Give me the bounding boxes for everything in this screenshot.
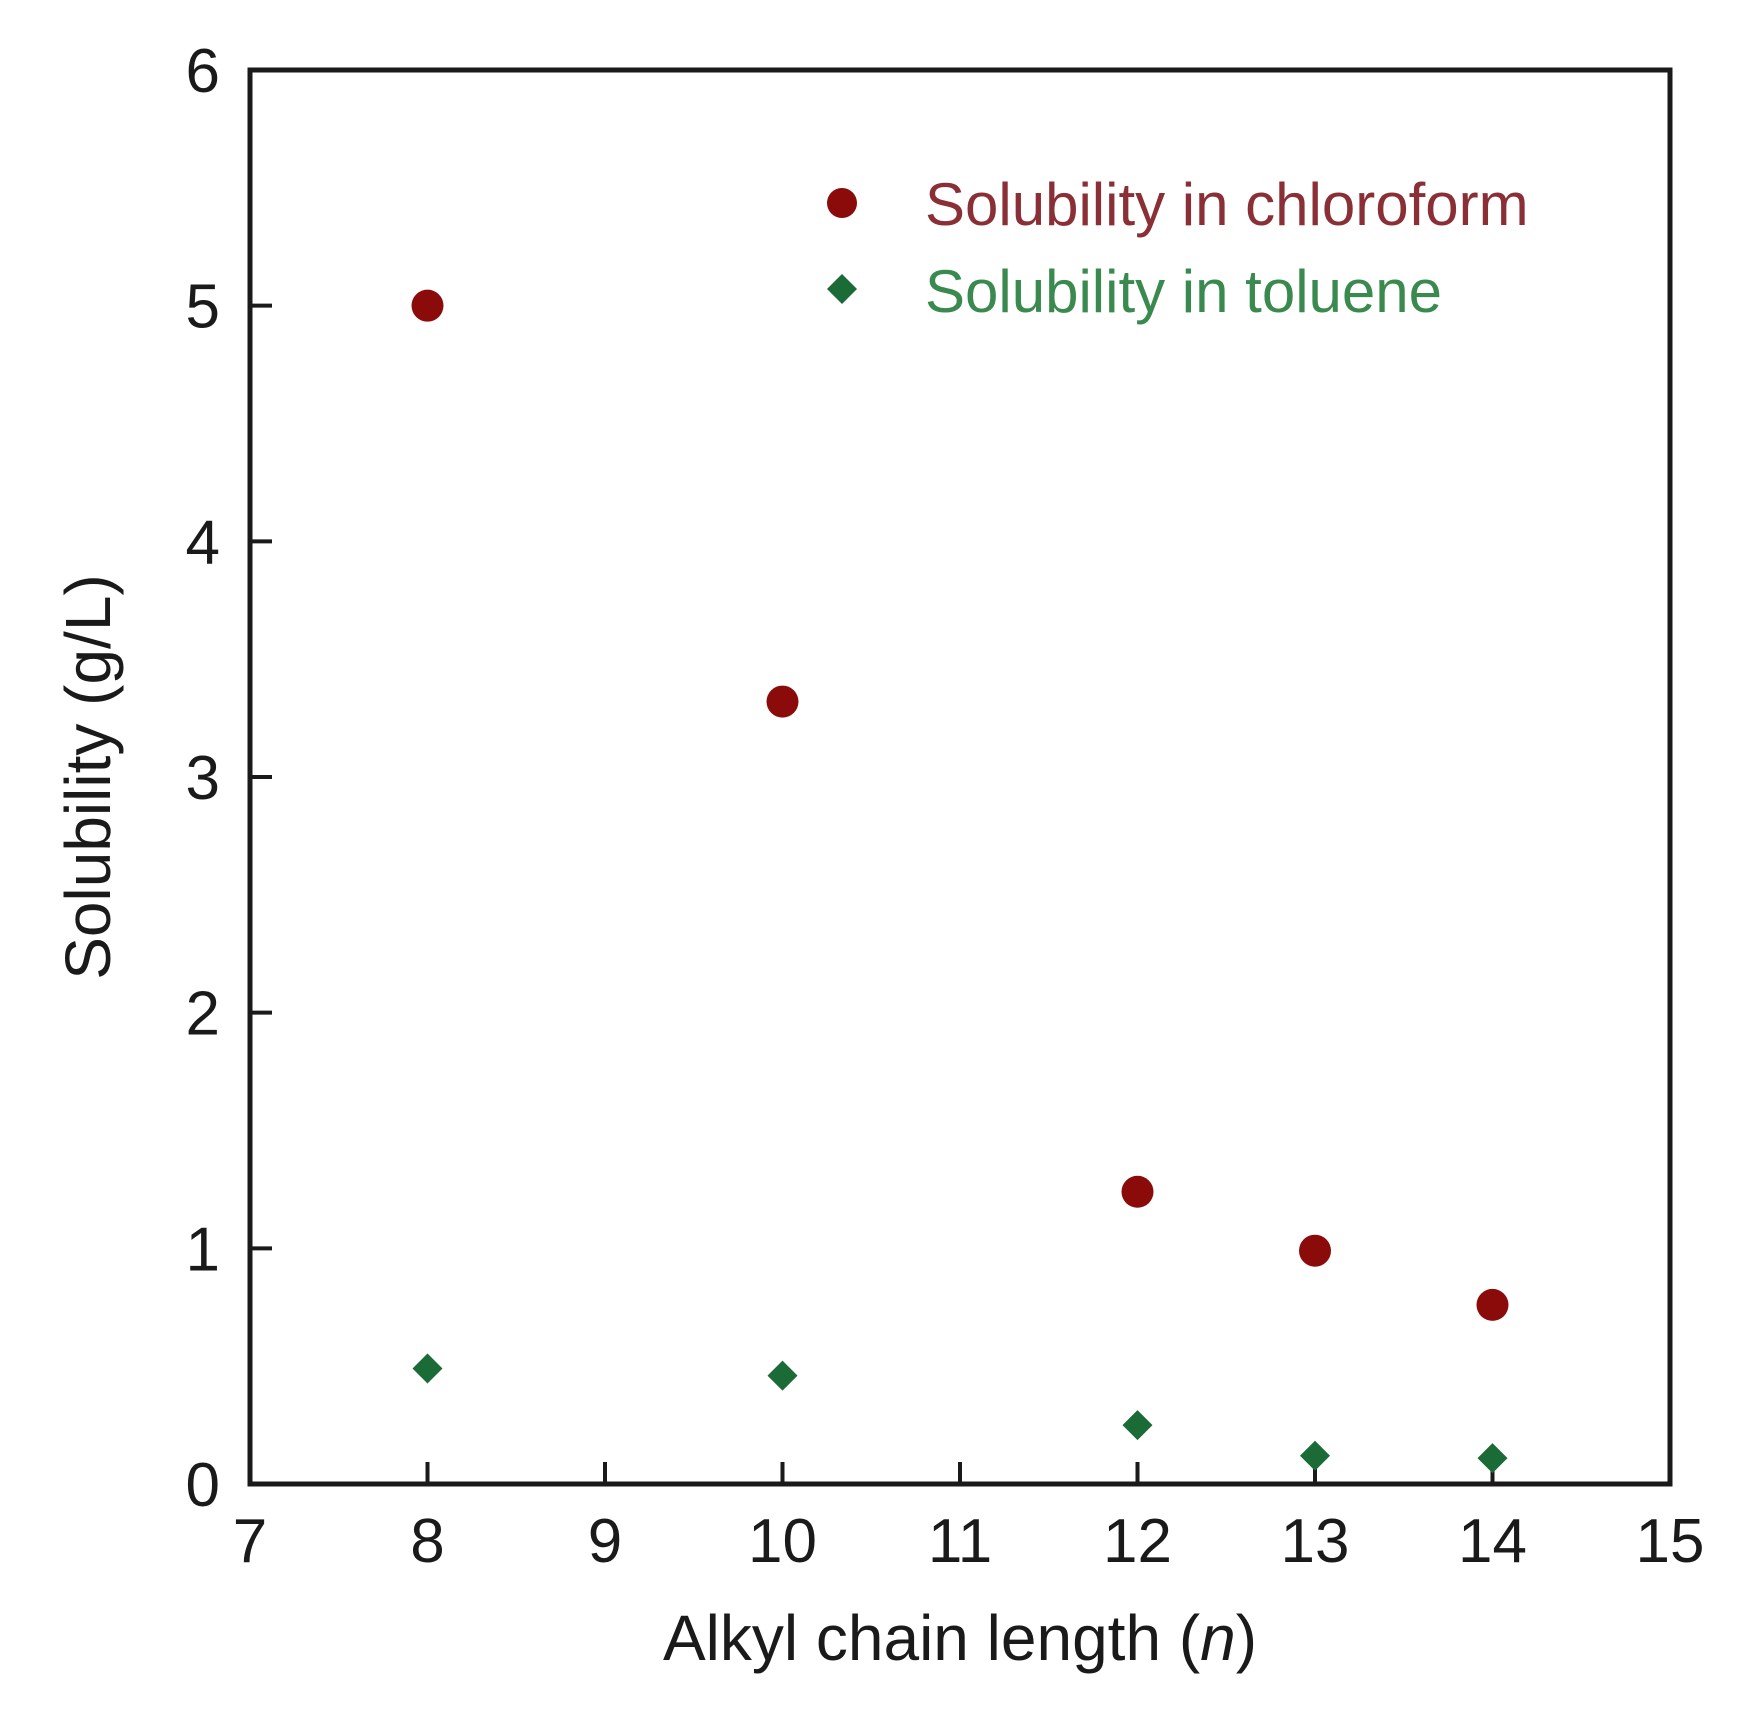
legend-marker-toluene: [827, 274, 857, 304]
y-tick-label: 0: [186, 1451, 220, 1520]
plot-frame: [247, 67, 1673, 1487]
x-tick-label: 9: [588, 1507, 622, 1576]
y-tick-label: 6: [186, 37, 220, 106]
marks-layer: [411, 289, 1509, 1474]
x-axis-title-variable: n: [1200, 1602, 1236, 1674]
x-tick-label: 15: [1636, 1507, 1705, 1576]
point-chloroform: [1121, 1175, 1154, 1208]
x-tick-label: 10: [748, 1507, 817, 1576]
y-tick-label: 1: [186, 1215, 220, 1284]
x-axis-title-close: ): [1236, 1602, 1257, 1674]
legend-label-chloroform: Solubility in chloroform: [925, 171, 1529, 238]
point-toluene: [1122, 1410, 1153, 1441]
point-chloroform: [1299, 1234, 1331, 1267]
point-chloroform: [766, 685, 799, 718]
x-tick-label: 14: [1458, 1507, 1527, 1576]
y-tick-label: 3: [186, 744, 220, 813]
legend-marker-chloroform: [827, 188, 857, 218]
legend: Solubility in chloroform Solubility in t…: [827, 171, 1529, 325]
y-axis-title: Solubility (g/L): [52, 574, 124, 980]
y-tick-label: 4: [186, 508, 220, 577]
x-tick-label: 12: [1103, 1507, 1172, 1576]
x-tick-label: 11: [928, 1507, 992, 1576]
point-chloroform: [411, 289, 444, 322]
x-axis-title-main: Alkyl chain length (: [663, 1602, 1200, 1674]
x-tick-label: 13: [1281, 1507, 1350, 1576]
point-toluene: [767, 1360, 798, 1391]
point-toluene: [1300, 1440, 1330, 1471]
x-tick-label: 7: [233, 1507, 267, 1576]
point-toluene: [1477, 1443, 1508, 1474]
y-tick-label: 2: [186, 980, 220, 1049]
y-tick-label: 5: [186, 273, 220, 342]
legend-label-toluene: Solubility in toluene: [925, 258, 1442, 325]
x-axis-title: Alkyl chain length (n): [663, 1602, 1257, 1674]
x-tick-label: 8: [410, 1507, 444, 1576]
point-toluene: [412, 1353, 443, 1384]
point-chloroform: [1476, 1288, 1509, 1321]
